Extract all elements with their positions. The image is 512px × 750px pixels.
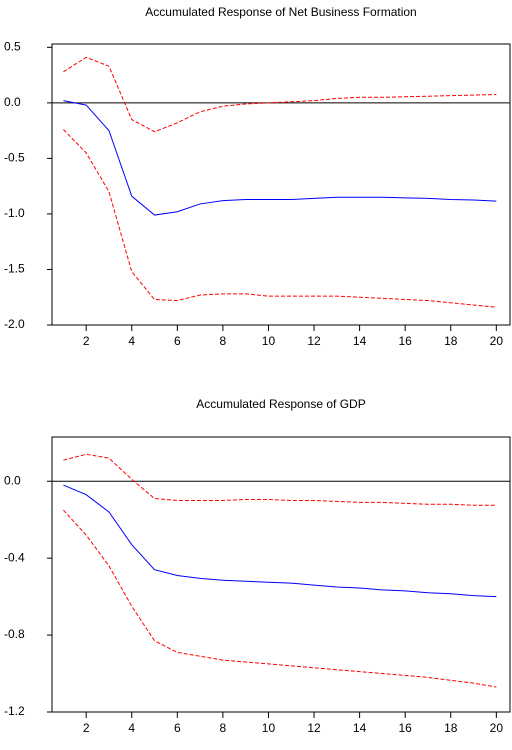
x-tick-label: 14	[353, 721, 367, 735]
x-tick-label: 20	[490, 721, 504, 735]
chart-title: Accumulated Response of Net Business For…	[145, 5, 416, 19]
band-line	[63, 509, 497, 688]
y-tick-label: -0.8	[4, 627, 25, 641]
y-tick-label: 0.0	[4, 95, 21, 109]
plot-frame	[51, 436, 511, 713]
x-tick-label: 14	[353, 334, 367, 348]
x-tick-label: 12	[307, 721, 321, 735]
y-tick-label: 0.0	[4, 473, 21, 487]
x-tick-label: 6	[174, 721, 181, 735]
x-tick-label: 10	[262, 334, 276, 348]
band-line	[63, 129, 497, 308]
y-tick-label: -1.0	[4, 206, 25, 220]
x-tick-label: 16	[399, 334, 413, 348]
y-tick-label: -1.2	[4, 704, 25, 718]
y-tick-label: -2.0	[4, 317, 25, 331]
x-tick-label: 10	[262, 721, 276, 735]
x-tick-label: 18	[444, 721, 458, 735]
x-tick-label: 12	[307, 334, 321, 348]
x-tick-label: 8	[220, 334, 227, 348]
y-tick-label: 0.5	[4, 40, 21, 54]
response-line	[63, 100, 497, 216]
y-tick-label: -0.4	[4, 550, 25, 564]
plot-frame	[51, 43, 511, 326]
x-tick-label: 4	[128, 721, 135, 735]
band-line	[63, 56, 497, 133]
x-tick-label: 2	[83, 721, 90, 735]
x-tick-label: 8	[220, 721, 227, 735]
y-tick-label: -0.5	[4, 151, 25, 165]
y-tick-label: -1.5	[4, 262, 25, 276]
x-tick-label: 4	[128, 334, 135, 348]
band-line	[63, 453, 497, 506]
x-tick-label: 20	[490, 334, 504, 348]
x-tick-label: 2	[83, 334, 90, 348]
response-line	[63, 484, 497, 598]
x-tick-label: 16	[399, 721, 413, 735]
chart-title: Accumulated Response of GDP	[196, 397, 365, 411]
x-tick-label: 6	[174, 334, 181, 348]
x-tick-label: 18	[444, 334, 458, 348]
